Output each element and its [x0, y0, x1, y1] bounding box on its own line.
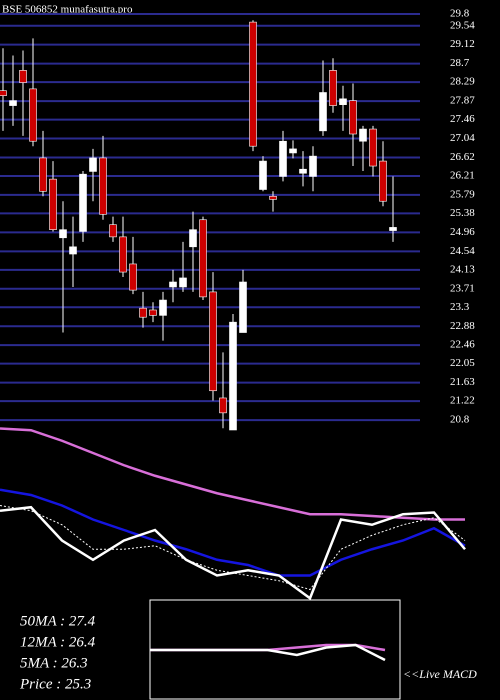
- y-tick-label: 22.05: [450, 357, 475, 369]
- indicator-line: [0, 427, 465, 521]
- y-tick-label: 29.12: [450, 38, 475, 50]
- chart-title: BSE 506852 munafasutra.pro: [2, 4, 133, 16]
- candle-body: [99, 157, 107, 215]
- candle-body: [179, 277, 187, 288]
- candle-body: [229, 321, 237, 431]
- y-tick-label: 29.54: [450, 19, 475, 31]
- candle-body: [259, 160, 267, 190]
- candle-body: [269, 195, 277, 200]
- candle-body: [59, 229, 67, 239]
- y-tick-label: 27.04: [450, 132, 475, 144]
- legend-text: Price : 25.3: [19, 676, 91, 692]
- candle-body: [339, 98, 347, 105]
- candle-body: [349, 100, 357, 135]
- candle-body: [369, 128, 377, 167]
- candle-body: [139, 307, 147, 318]
- candle-body: [299, 168, 307, 174]
- candle-body: [119, 236, 127, 273]
- y-tick-label: 22.88: [450, 320, 475, 332]
- candle-body: [0, 90, 7, 96]
- y-tick-label: 28.7: [450, 57, 470, 69]
- candle-body: [209, 291, 217, 392]
- y-tick-label: 28.29: [450, 76, 475, 88]
- y-tick-label: 25.79: [450, 188, 475, 200]
- y-tick-label: 21.22: [450, 395, 475, 407]
- candle-body: [149, 309, 157, 316]
- indicator-line: [0, 488, 466, 577]
- y-tick-label: 22.46: [450, 339, 475, 351]
- y-tick-label: 24.54: [450, 245, 475, 257]
- candle-body: [359, 128, 367, 142]
- candle-body: [79, 173, 87, 232]
- candle-body: [319, 92, 327, 132]
- candle-body: [129, 263, 137, 291]
- candle-body: [279, 140, 287, 177]
- candle-body: [389, 227, 397, 231]
- candle-body: [379, 160, 387, 202]
- y-tick-label: 27.87: [450, 95, 475, 107]
- legend-text: 50MA : 27.4: [20, 613, 96, 629]
- y-tick-label: 21.63: [450, 376, 475, 388]
- candle-body: [39, 157, 47, 192]
- candle-body: [169, 281, 177, 288]
- candle-body: [49, 178, 57, 230]
- candle-body: [9, 100, 17, 106]
- macd-label: <<Live MACD: [403, 667, 477, 681]
- candle-body: [89, 157, 97, 172]
- indicator-line: [0, 505, 466, 591]
- candle-body: [19, 70, 27, 83]
- y-tick-label: 26.21: [450, 170, 475, 182]
- y-tick-label: 29.8: [450, 8, 470, 20]
- candle-body: [199, 219, 207, 298]
- candle-body: [159, 299, 167, 316]
- candle-body: [309, 155, 317, 177]
- candle-body: [189, 229, 197, 248]
- candle-body: [249, 21, 257, 147]
- indicator-line: [150, 643, 386, 662]
- candle-body: [109, 224, 117, 238]
- candle-body: [219, 397, 227, 414]
- candle-body: [289, 148, 297, 154]
- y-tick-label: 23.3: [450, 301, 470, 313]
- y-tick-label: 27.46: [450, 113, 475, 125]
- y-tick-label: 20.8: [450, 414, 470, 426]
- candle-body: [69, 246, 77, 255]
- legend-text: 12MA : 26.4: [20, 634, 96, 650]
- candle-body: [29, 88, 37, 142]
- y-tick-label: 25.38: [450, 207, 475, 219]
- candle-body: [239, 281, 247, 333]
- candle-body: [329, 70, 337, 106]
- y-tick-label: 26.62: [450, 151, 475, 163]
- y-tick-label: 23.71: [450, 282, 475, 294]
- y-tick-label: 24.96: [450, 226, 475, 238]
- y-tick-label: 24.13: [450, 263, 475, 275]
- legend-text: 5MA : 26.3: [20, 655, 88, 671]
